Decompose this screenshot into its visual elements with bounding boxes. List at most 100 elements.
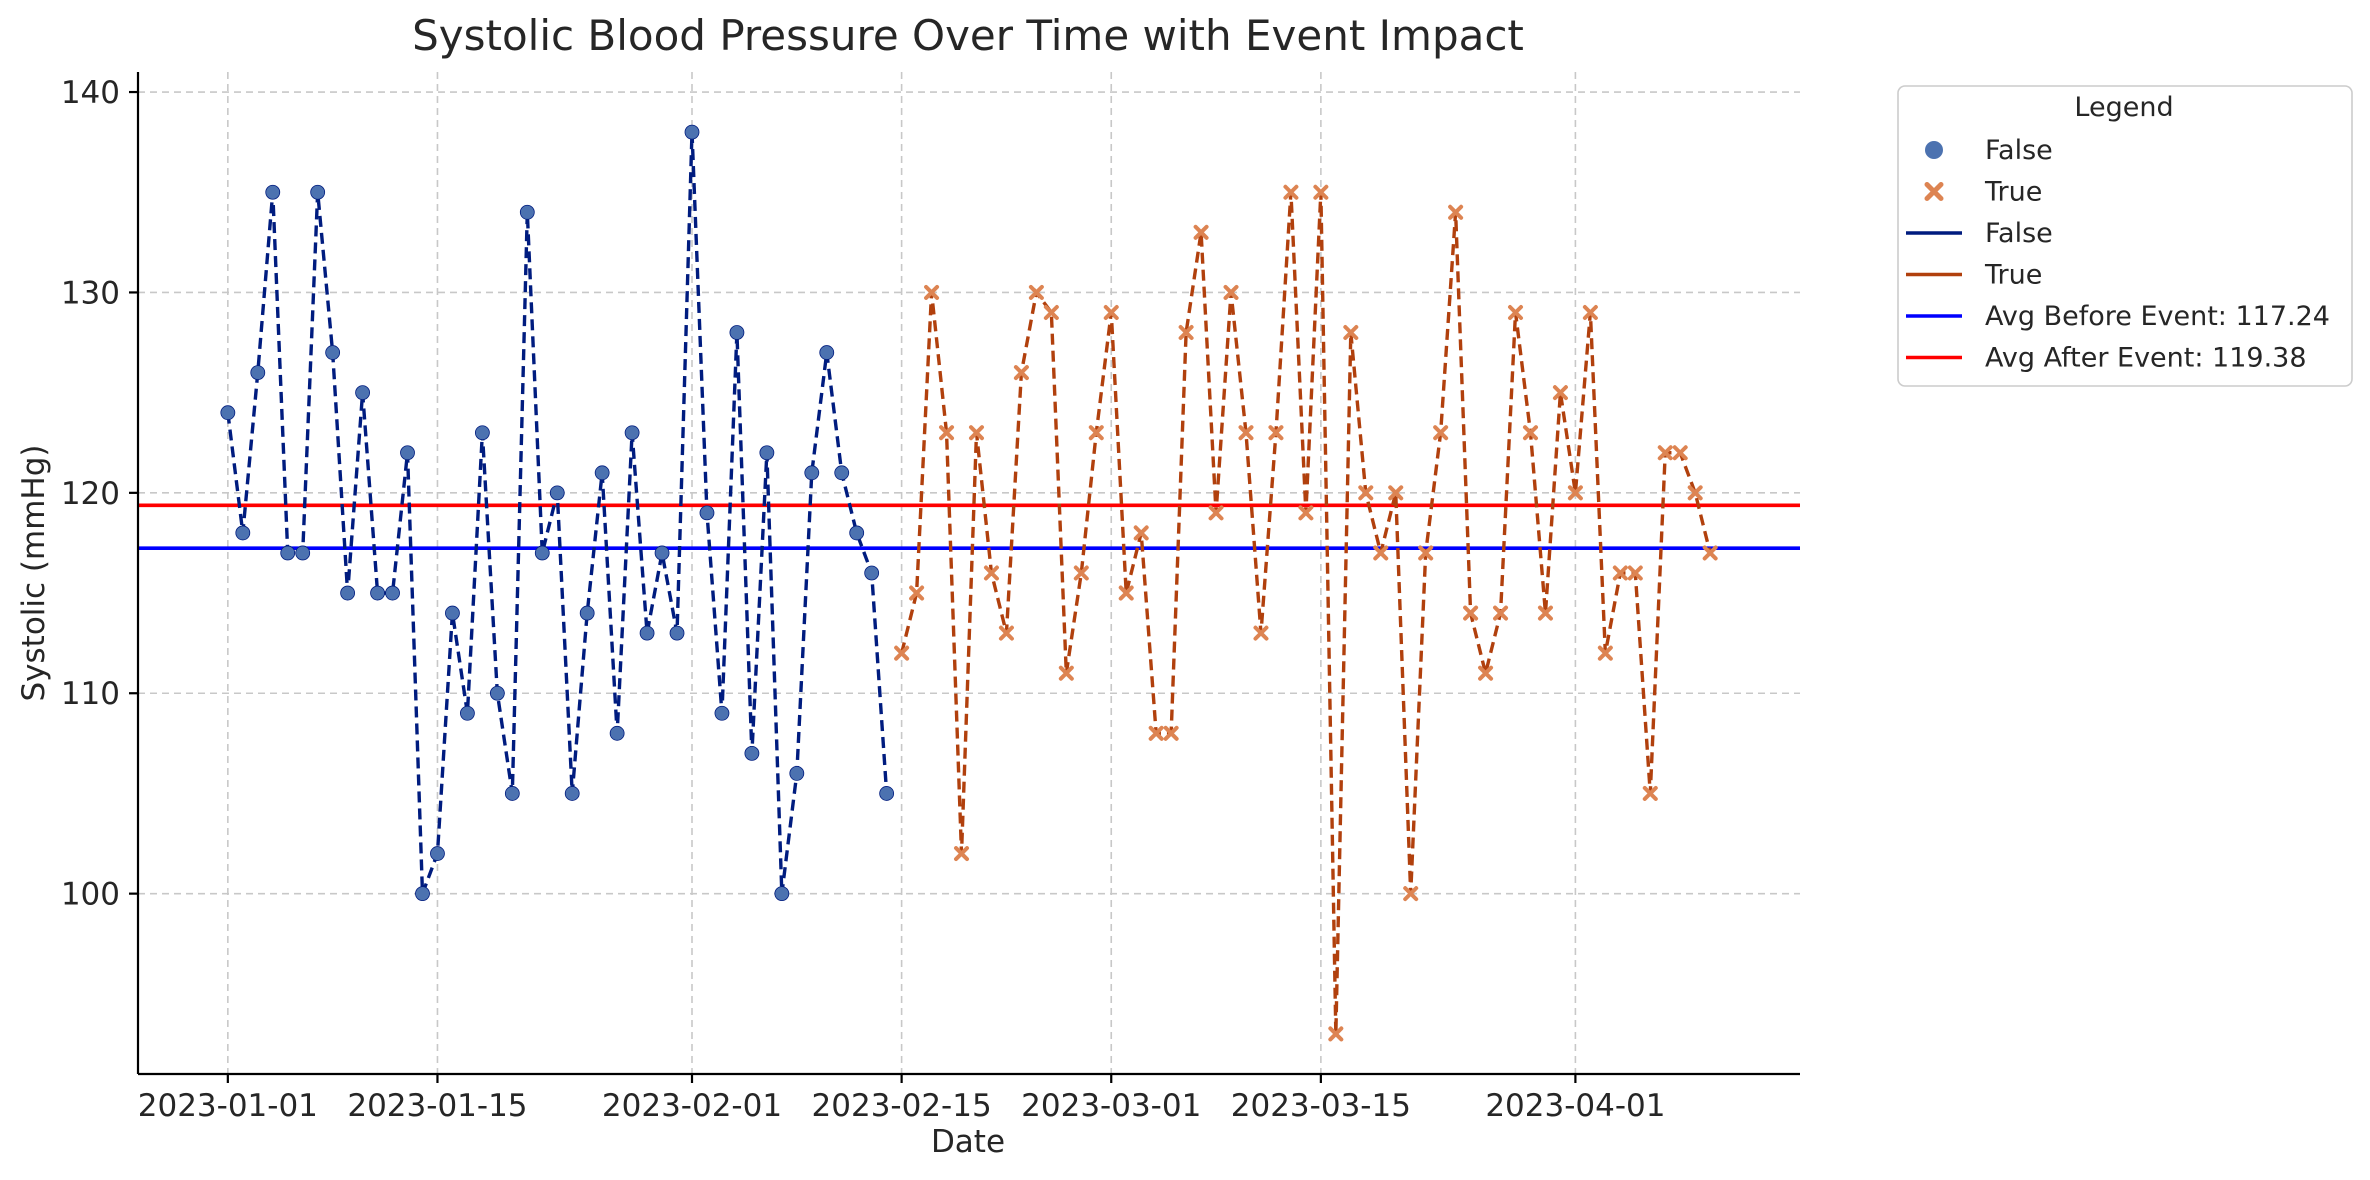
data-point xyxy=(579,605,595,621)
data-point xyxy=(759,445,775,461)
data-point xyxy=(310,184,326,200)
series-line xyxy=(226,132,889,895)
legend-marker xyxy=(1925,141,1943,159)
legend-label: True xyxy=(1984,177,2042,208)
legend-title: Legend xyxy=(2074,92,2173,123)
data-point xyxy=(1193,224,1209,240)
reference-lines xyxy=(138,503,1800,550)
data-point xyxy=(1567,485,1583,501)
x-tick-label: 2023-02-01 xyxy=(602,1088,782,1124)
x-tick-label: 2023-01-01 xyxy=(138,1088,318,1124)
data-point xyxy=(609,725,625,741)
data-point xyxy=(1118,585,1134,601)
legend-label: False xyxy=(1985,135,2053,166)
grid-lines xyxy=(138,72,1800,1074)
data-point xyxy=(1493,605,1509,621)
data-point xyxy=(489,685,505,701)
data-point xyxy=(624,425,640,441)
x-axis-label: Date xyxy=(931,1124,1005,1160)
chart-title: Systolic Blood Pressure Over Time with E… xyxy=(412,11,1524,60)
data-point xyxy=(654,545,670,561)
data-point xyxy=(804,465,820,481)
data-point xyxy=(729,325,745,340)
axes xyxy=(136,72,1800,1076)
data-point xyxy=(1013,365,1029,381)
data-point xyxy=(280,545,296,561)
data-point xyxy=(430,846,445,861)
data-point xyxy=(1537,605,1553,621)
data-point xyxy=(220,405,236,421)
data-point xyxy=(1687,485,1703,501)
data-point xyxy=(1522,425,1538,441)
data-point xyxy=(639,625,655,641)
x-tick-label: 2023-03-01 xyxy=(1021,1088,1201,1124)
data-point xyxy=(1597,645,1613,661)
data-point xyxy=(909,585,925,601)
legend: Legend False True False True Avg Before Even… xyxy=(1897,85,2353,387)
data-point xyxy=(849,525,865,541)
x-tick-label: 2023-02-15 xyxy=(812,1088,992,1124)
x-tick-label: 2023-04-01 xyxy=(1485,1088,1665,1124)
data-point xyxy=(789,766,805,781)
data-point xyxy=(714,705,730,721)
data-point xyxy=(968,425,984,441)
data-point xyxy=(774,886,790,902)
data-point xyxy=(1298,505,1314,521)
data-point xyxy=(1163,725,1179,741)
legend-label: Avg After Event: 119.38 xyxy=(1985,343,2307,374)
data-point xyxy=(1268,425,1284,441)
data-point xyxy=(924,284,940,300)
data-point xyxy=(1178,325,1194,341)
data-point xyxy=(894,645,910,661)
data-point xyxy=(819,345,835,360)
data-point xyxy=(1088,425,1104,441)
data-point xyxy=(1508,304,1524,320)
data-point xyxy=(1418,545,1434,561)
legend-label: False xyxy=(1985,218,2053,249)
data-point xyxy=(1343,325,1359,341)
data-point xyxy=(415,886,430,902)
y-tick-label: 130 xyxy=(61,275,120,311)
data-point xyxy=(1328,1026,1344,1042)
y-tick-label: 110 xyxy=(61,676,120,712)
data-point xyxy=(1463,605,1479,621)
data-point xyxy=(1043,304,1059,320)
data-point xyxy=(1702,545,1718,561)
data-point xyxy=(699,505,715,521)
data-point xyxy=(1253,625,1269,641)
data-point xyxy=(594,465,610,481)
data-point xyxy=(1627,565,1643,581)
data-point xyxy=(400,445,415,461)
data-point xyxy=(864,565,880,581)
data-point xyxy=(1612,565,1628,581)
data-point xyxy=(340,585,356,601)
data-point xyxy=(1642,785,1658,801)
legend-label: Avg Before Event: 117.24 xyxy=(1985,301,2330,332)
data-point xyxy=(1358,485,1374,501)
data-point xyxy=(519,204,535,220)
data-point xyxy=(879,786,895,801)
data-point xyxy=(504,786,520,801)
y-tick-label: 100 xyxy=(61,877,120,913)
data-point xyxy=(1388,485,1404,501)
y-tick-label: 140 xyxy=(61,75,120,111)
data-point xyxy=(445,605,460,621)
series-line xyxy=(899,192,1712,1034)
data-point xyxy=(669,625,685,641)
y-axis-label: Systolic (mmHg) xyxy=(16,445,52,702)
data-point xyxy=(1657,445,1673,461)
data-point xyxy=(1238,425,1254,441)
data-point xyxy=(325,345,341,360)
data-point xyxy=(834,465,850,481)
data-point xyxy=(1028,284,1044,300)
data-point xyxy=(983,565,999,581)
data-point xyxy=(1478,665,1494,681)
data-point xyxy=(1058,665,1074,681)
legend-label: True xyxy=(1984,260,2042,291)
data-point xyxy=(265,184,281,200)
data-point xyxy=(1433,425,1449,441)
data-point xyxy=(534,545,550,561)
data-point xyxy=(939,425,955,441)
data-point xyxy=(1373,545,1389,561)
